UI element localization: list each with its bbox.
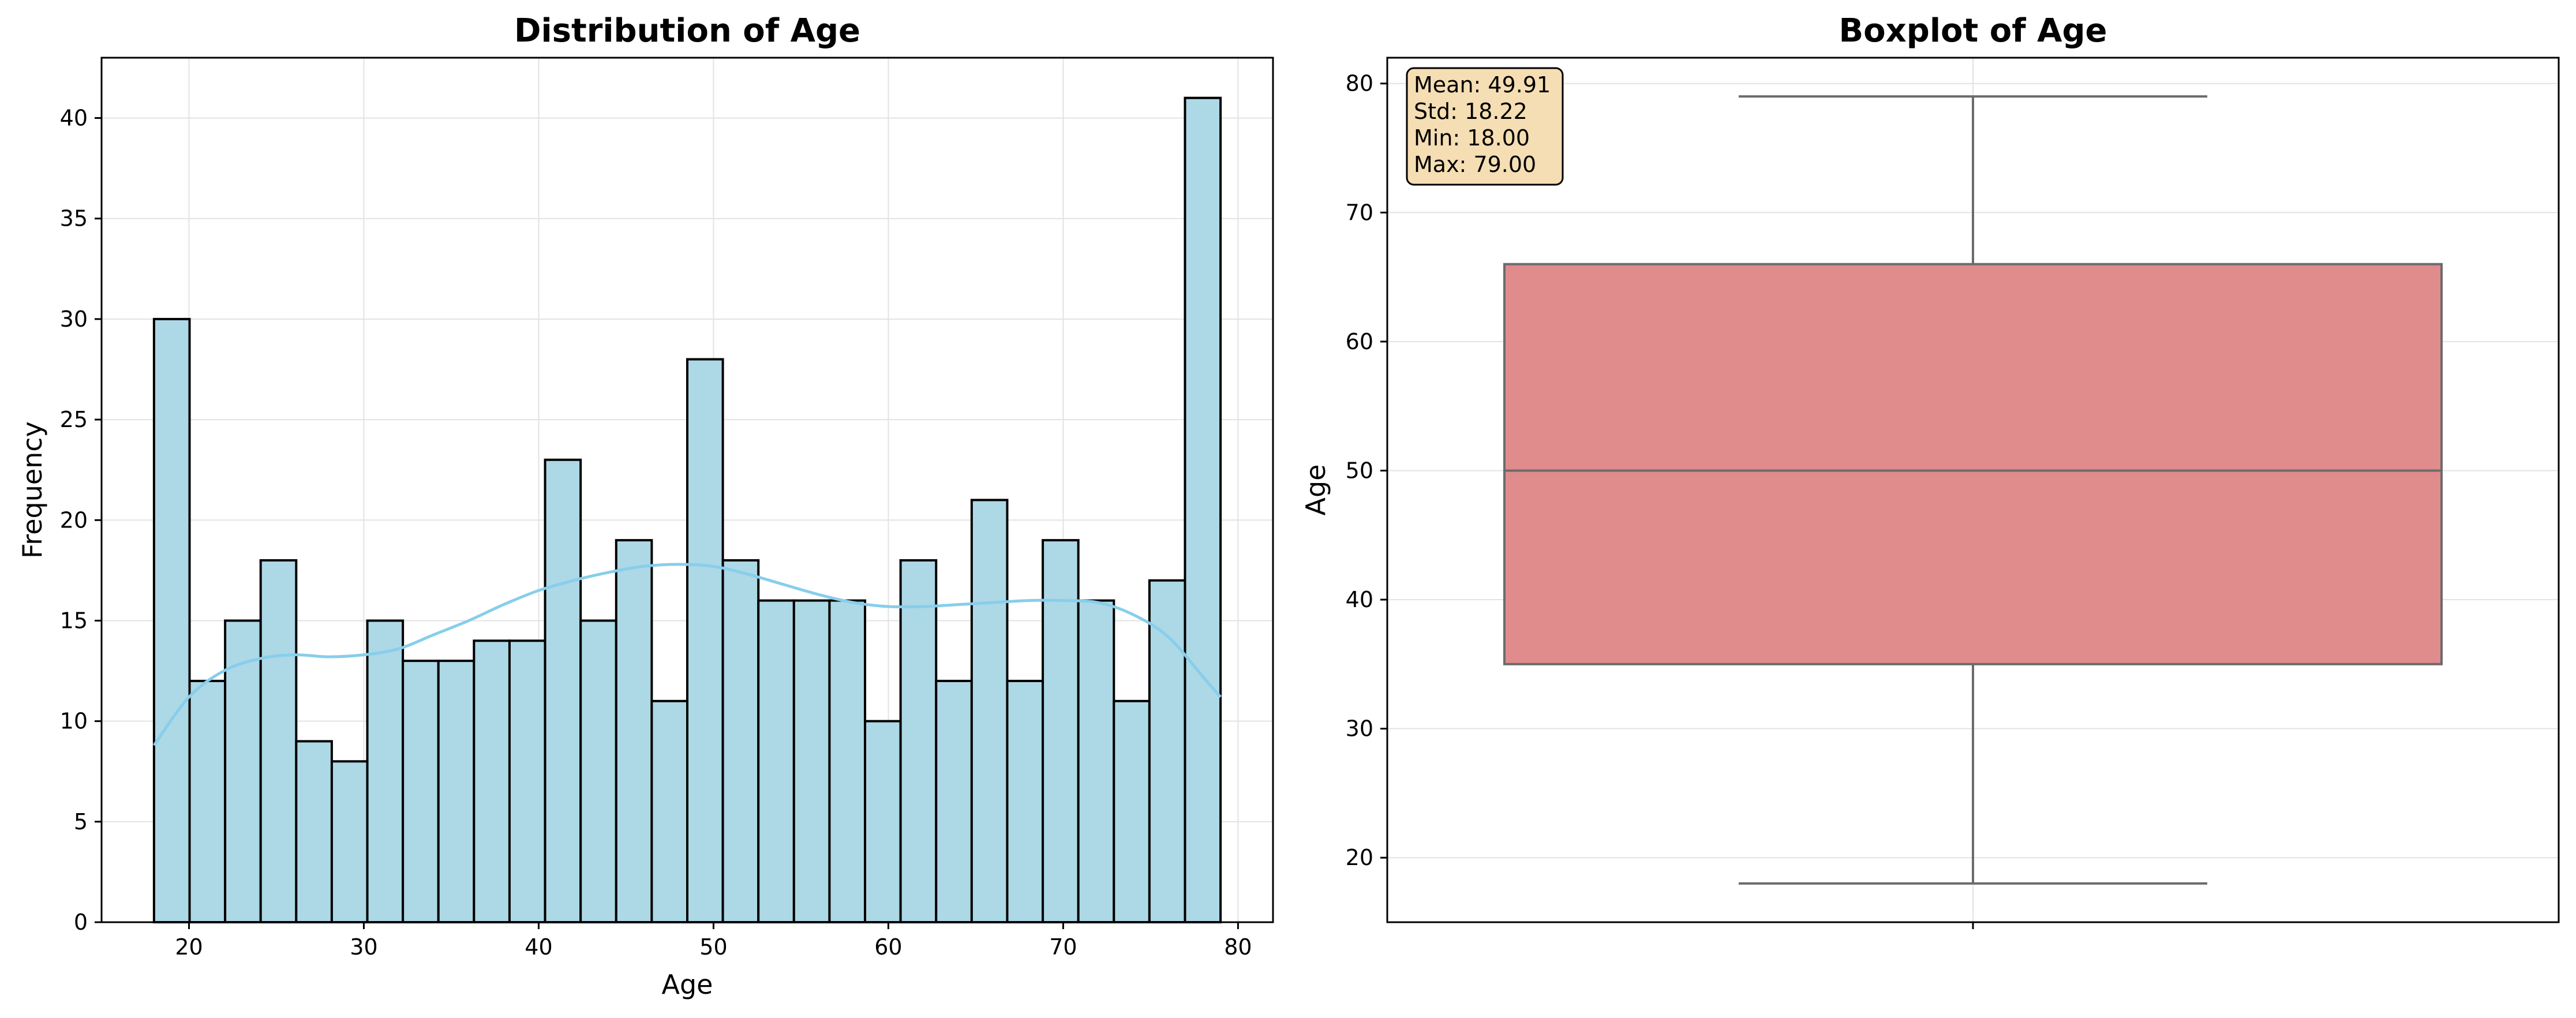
y-tick-label: 30	[60, 306, 88, 332]
histogram-bar	[402, 660, 440, 924]
histogram-panel: 20 30 40 50 60 70 80 0 5 10 15 20 25 30 35 40 Distribu…	[17, 12, 1274, 1000]
histogram-bar	[686, 358, 724, 923]
histogram-bars	[152, 96, 1222, 924]
histogram-bar	[366, 619, 405, 924]
stat-std: Std: 18.22	[1414, 99, 1527, 124]
y-tick-label: 20	[60, 507, 88, 533]
y-tick-label: 20	[1346, 845, 1373, 870]
x-tick-label: 50	[699, 934, 727, 960]
histogram-bar	[650, 699, 689, 923]
histogram-title: Distribution of Age	[514, 12, 860, 50]
statistics-box: Mean: 49.91 Std: 18.22 Min: 18.00 Max: 7…	[1406, 67, 1564, 186]
histogram-bar	[1113, 699, 1151, 923]
histogram-bar	[721, 559, 760, 923]
histogram-bar	[1184, 96, 1222, 923]
histogram-x-axis-label: Age	[662, 969, 713, 1000]
boxplot-title: Boxplot of Age	[1839, 12, 2107, 50]
histogram-bar	[792, 599, 831, 923]
histogram-bar	[508, 639, 546, 923]
y-tick-label: 80	[1346, 71, 1373, 96]
y-tick-label: 0	[74, 910, 88, 935]
x-tick-label: 70	[1049, 934, 1077, 960]
boxplot-y-axis-label: Age	[1300, 465, 1331, 516]
y-tick-label: 15	[60, 608, 88, 633]
x-tick-label: 40	[525, 934, 552, 960]
histogram-bar	[899, 559, 938, 923]
histogram-bar	[935, 679, 973, 923]
histogram-bar	[970, 499, 1009, 923]
y-tick-label: 40	[1346, 587, 1373, 612]
histogram-bar	[473, 639, 511, 923]
histogram-bar	[615, 539, 653, 923]
statistics-box-background	[1406, 67, 1564, 186]
y-tick-label: 60	[1346, 329, 1373, 354]
y-tick-label: 70	[1346, 200, 1373, 225]
histogram-bar	[224, 619, 262, 924]
x-tick-label: 80	[1224, 934, 1252, 960]
histogram-axes-frame	[100, 57, 1274, 923]
y-tick-label: 10	[60, 709, 88, 734]
y-tick-label: 50	[1346, 458, 1373, 483]
histogram-bar	[1077, 599, 1115, 923]
x-tick-label: 30	[350, 934, 377, 960]
boxplot-panel: 20 30 40 50 60 70 80 Mean: 49.91 Std: 18.22 Mi…	[1300, 12, 2560, 929]
histogram-bar	[1148, 579, 1186, 923]
histogram-bar	[757, 599, 795, 923]
y-tick-label: 30	[1346, 716, 1373, 742]
histogram-bar	[864, 720, 902, 924]
histogram-bar	[330, 760, 369, 924]
y-tick-label: 25	[60, 407, 88, 432]
x-tick-label: 20	[175, 934, 203, 960]
histogram-bar	[437, 660, 475, 924]
x-tick-label: 60	[874, 934, 902, 960]
kde-curve	[152, 563, 1222, 746]
boxplot-y-ticks: 20 30 40 50 60 70 80	[1346, 71, 1387, 870]
histogram-bar	[1042, 539, 1080, 923]
histogram-bar	[1006, 679, 1044, 923]
interquartile-box	[1503, 263, 2443, 665]
histogram-bar	[295, 740, 333, 923]
histogram-bar	[828, 599, 867, 923]
stat-mean: Mean: 49.91	[1414, 72, 1551, 98]
stat-max: Max: 79.00	[1414, 152, 1536, 177]
histogram-x-ticks: 20 30 40 50 60 70 80	[175, 922, 1252, 960]
stat-min: Min: 18.00	[1414, 125, 1530, 151]
histogram-bar	[259, 559, 298, 923]
histogram-bar	[152, 317, 191, 924]
histogram-y-axis-label: Frequency	[17, 421, 48, 559]
histogram-bar	[544, 458, 582, 923]
histogram-bar	[188, 679, 227, 923]
y-tick-label: 35	[60, 206, 88, 231]
histogram-y-ticks: 0 5 10 15 20 25 30 35 40	[60, 106, 102, 935]
y-tick-label: 5	[74, 809, 88, 834]
y-tick-label: 40	[60, 106, 88, 131]
histogram-bar	[579, 619, 617, 924]
